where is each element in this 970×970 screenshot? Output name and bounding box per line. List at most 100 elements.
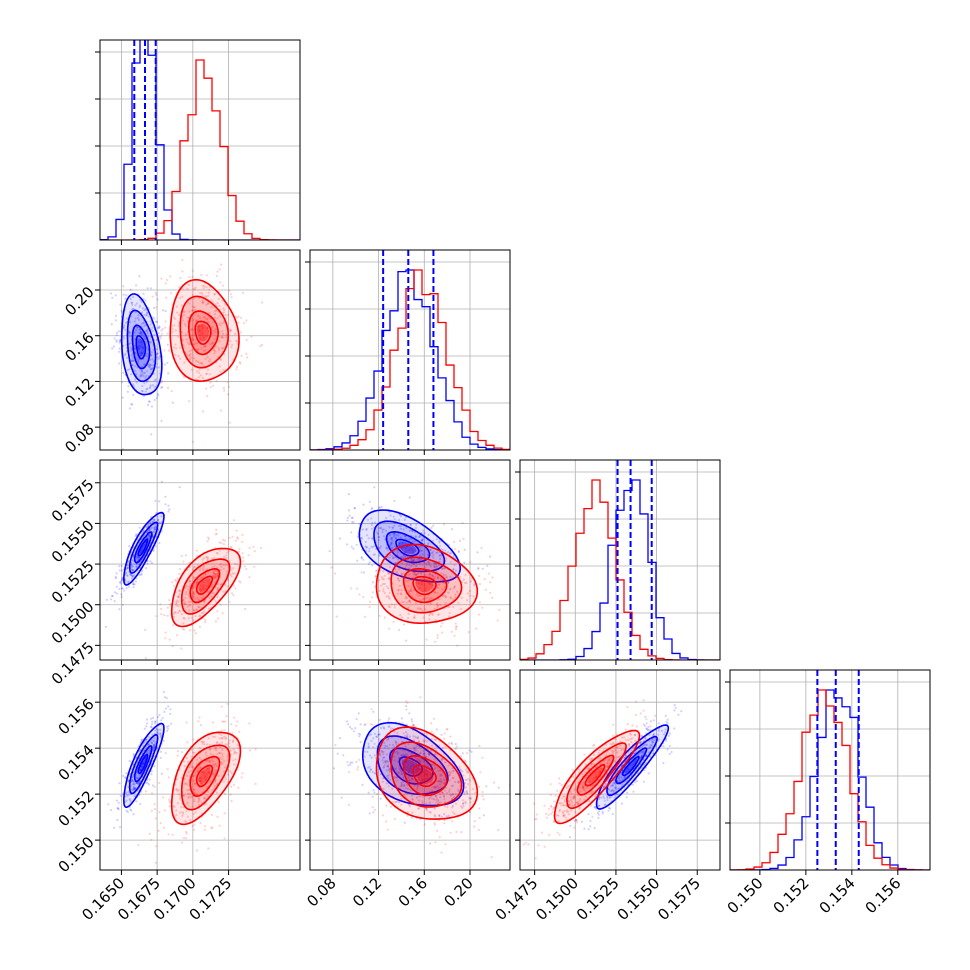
point-blue [417,807,420,810]
point-blue [666,722,669,725]
point-red [167,349,170,352]
point-red [158,781,161,785]
point-blue [677,713,680,717]
point-red [184,602,187,606]
point-blue [447,550,450,554]
point-red [453,812,456,816]
point-blue [132,393,135,396]
point-blue [141,334,144,337]
point-blue [349,726,352,729]
point-red [443,732,446,735]
point-red [241,772,244,775]
point-red [216,270,219,273]
point-blue [598,804,601,807]
point-red [401,754,404,758]
point-red [205,751,208,754]
point-red [166,768,169,771]
point-red [428,614,431,617]
point-blue [361,783,364,787]
point-blue [146,722,149,725]
point-blue [621,778,625,781]
point-red [223,792,227,796]
point-blue [657,738,661,741]
point-blue [133,320,136,323]
point-red [203,601,206,604]
point-red [475,627,478,630]
point-blue [598,810,601,813]
point-blue [153,740,156,743]
point-red [185,721,188,724]
point-red [448,615,451,618]
point-red [420,774,423,778]
point-red [198,330,201,333]
point-blue [122,337,126,340]
density-fill-red [403,755,447,796]
point-blue [126,574,129,578]
point-red [199,317,202,320]
point-red [231,343,234,346]
point-red [412,571,415,574]
point-blue [143,543,146,546]
point-blue [122,335,125,338]
point-blue [155,356,158,359]
point-blue [132,786,135,789]
point-blue [381,528,384,531]
point-red [234,587,237,590]
point-red [363,615,366,619]
point-red [407,767,410,771]
point-red [243,565,246,568]
point-red [382,752,385,756]
point-red [188,609,191,612]
point-red [463,581,467,584]
point-blue [114,577,118,580]
point-blue [456,590,459,593]
point-blue [367,766,370,769]
point-red [468,779,472,782]
point-red [172,612,176,615]
point-blue [347,723,350,726]
point-blue [167,725,170,728]
point-red [179,357,182,360]
point-red [186,815,189,818]
point-red [404,765,408,769]
point-blue [346,543,349,546]
point-red [448,773,451,777]
point-red [446,791,449,795]
point-blue [645,722,648,725]
point-blue [373,772,376,775]
point-blue [400,783,403,786]
point-red [188,400,191,403]
point-blue [328,550,331,553]
point-red [198,756,201,759]
point-red [248,749,252,752]
point-red [179,346,182,349]
point-blue [160,515,163,518]
point-red [169,603,172,606]
point-blue [145,526,148,529]
point-blue [127,779,130,783]
point-red [218,564,222,567]
point-red [404,595,408,598]
point-blue [158,541,161,545]
point-red [204,778,207,782]
point-blue [454,747,457,750]
point-red [454,593,457,596]
point-blue [383,741,386,745]
point-red [178,286,181,289]
point-red [440,758,443,761]
point-red [212,320,215,323]
point-blue [407,742,410,746]
point-blue [404,547,407,550]
point-red [222,564,225,567]
point-red [443,782,446,785]
point-red [200,758,203,761]
point-blue [389,514,392,517]
grid-lines [310,670,510,870]
point-blue [427,752,430,756]
point-red [212,384,215,387]
point-red [481,794,484,798]
point-red [205,802,208,805]
point-blue [138,304,141,307]
point-red [373,585,376,588]
point-blue [429,811,432,814]
